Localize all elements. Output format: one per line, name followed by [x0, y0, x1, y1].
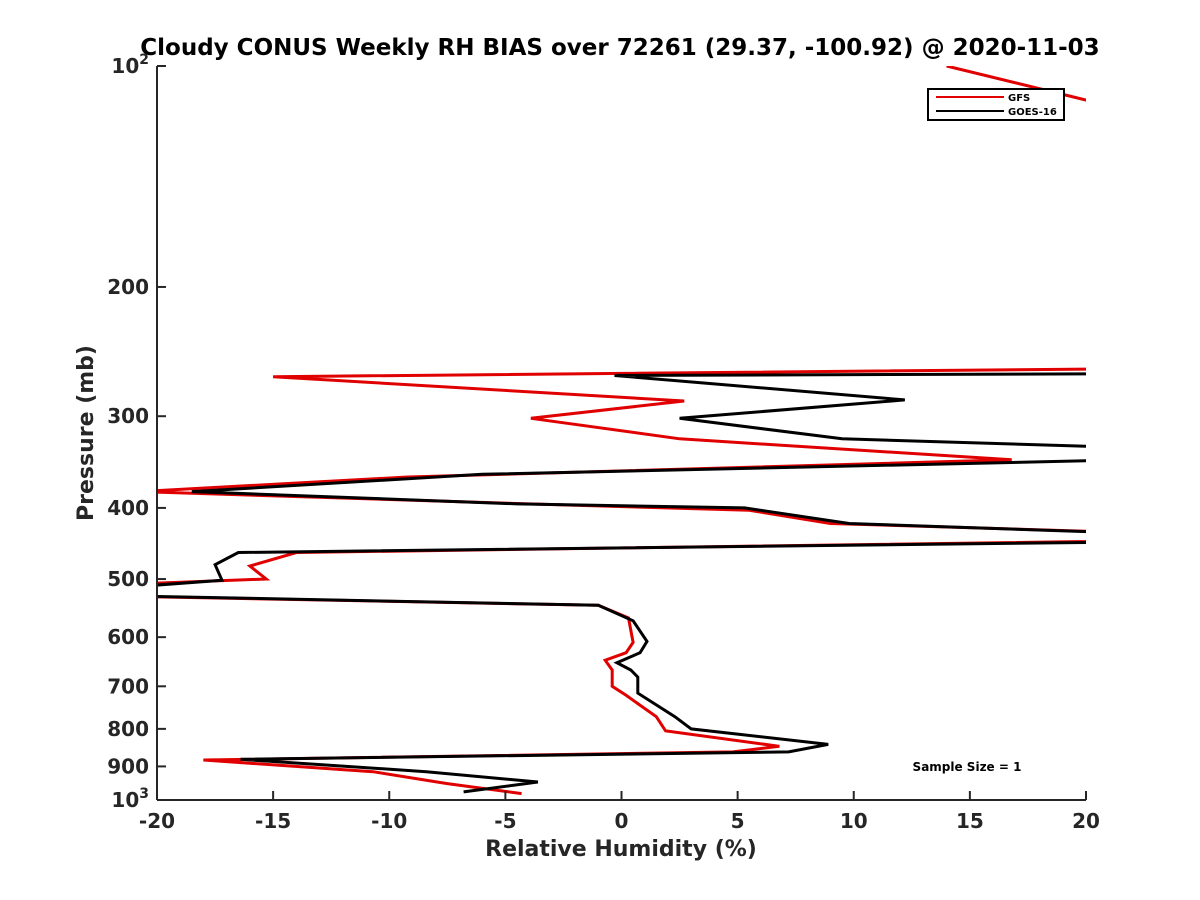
x-tick-label: 10	[840, 809, 868, 833]
x-tick-label: -20	[139, 809, 175, 833]
legend: GFS GOES-16	[927, 88, 1065, 121]
x-tick-label: 0	[615, 809, 629, 833]
y-tick-label: 200	[107, 275, 149, 299]
x-tick-label: -10	[371, 809, 407, 833]
y-tick-label: 300	[107, 404, 149, 428]
legend-label-goes16: GOES-16	[1008, 107, 1057, 118]
series-line-gfs	[157, 66, 1086, 796]
y-tick-label: 400	[107, 496, 149, 520]
y-tick-label: 600	[107, 625, 149, 649]
x-tick-label: 20	[1072, 809, 1100, 833]
x-tick-label: 5	[731, 809, 745, 833]
sample-size-annotation: Sample Size = 1	[913, 760, 1022, 774]
legend-box	[927, 88, 1065, 121]
x-axis-label: Relative Humidity (%)	[485, 837, 757, 862]
y-tick-label: 102	[111, 52, 149, 78]
legend-label-gfs: GFS	[1008, 93, 1030, 104]
x-tick-label: -5	[494, 809, 516, 833]
series-layer	[157, 66, 1086, 796]
y-tick-label: 500	[107, 567, 149, 591]
y-tick-label: 700	[107, 674, 149, 698]
chart-title: Cloudy CONUS Weekly RH BIAS over 72261 (…	[140, 35, 1099, 61]
y-axis-label: Pressure (mb)	[74, 345, 99, 521]
axes-layer	[156, 66, 1086, 801]
x-tick-label: -15	[255, 809, 291, 833]
y-tick-label: 103	[111, 786, 149, 812]
y-tick-label: 900	[107, 754, 149, 778]
y-tick-label: 800	[107, 717, 149, 741]
x-ticks: -20 -15 -10 -5 0 5 10 15 20	[139, 791, 1100, 833]
y-ticks: 102 200 300 400 500 600 700 800 900 103	[107, 52, 166, 812]
x-tick-label: 15	[956, 809, 984, 833]
series-line-goes16	[157, 372, 1086, 794]
